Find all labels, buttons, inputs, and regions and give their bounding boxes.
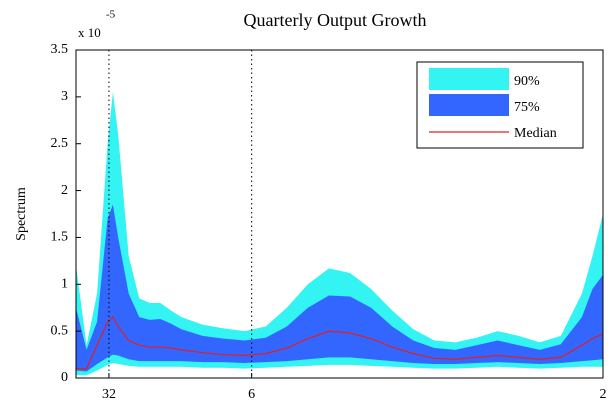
x-tick-label: 32	[102, 387, 116, 402]
legend-label: 90%	[514, 74, 540, 89]
chart-title: Quarterly Output Growth	[244, 10, 427, 30]
y-tick-label: 0	[61, 370, 68, 385]
y-tick-label: 2.5	[51, 136, 69, 151]
x-tick-label: 2	[600, 387, 607, 402]
legend-swatch	[429, 68, 509, 90]
median-line	[76, 316, 604, 370]
y-tick-label: 2	[61, 183, 68, 198]
legend: 90% 75% Median	[416, 61, 584, 149]
legend-label: 75%	[514, 100, 540, 115]
y-tick-label: 1	[61, 277, 68, 292]
y-tick-label: 1.5	[51, 230, 69, 245]
x-tick-label: 6	[248, 387, 255, 402]
y-multiplier-exponent: -5	[106, 9, 116, 21]
y-axis-label: Spectrum	[14, 187, 29, 241]
band-area	[76, 204, 603, 372]
legend-swatch	[429, 94, 509, 116]
y-tick-label: 3.5	[51, 42, 69, 57]
plot-frame	[75, 49, 604, 379]
y-tick-label: 0.5	[51, 323, 69, 338]
y-tick-label: 3	[61, 89, 68, 104]
legend-label: Median	[514, 126, 557, 141]
y-multiplier: x 10	[78, 25, 101, 40]
